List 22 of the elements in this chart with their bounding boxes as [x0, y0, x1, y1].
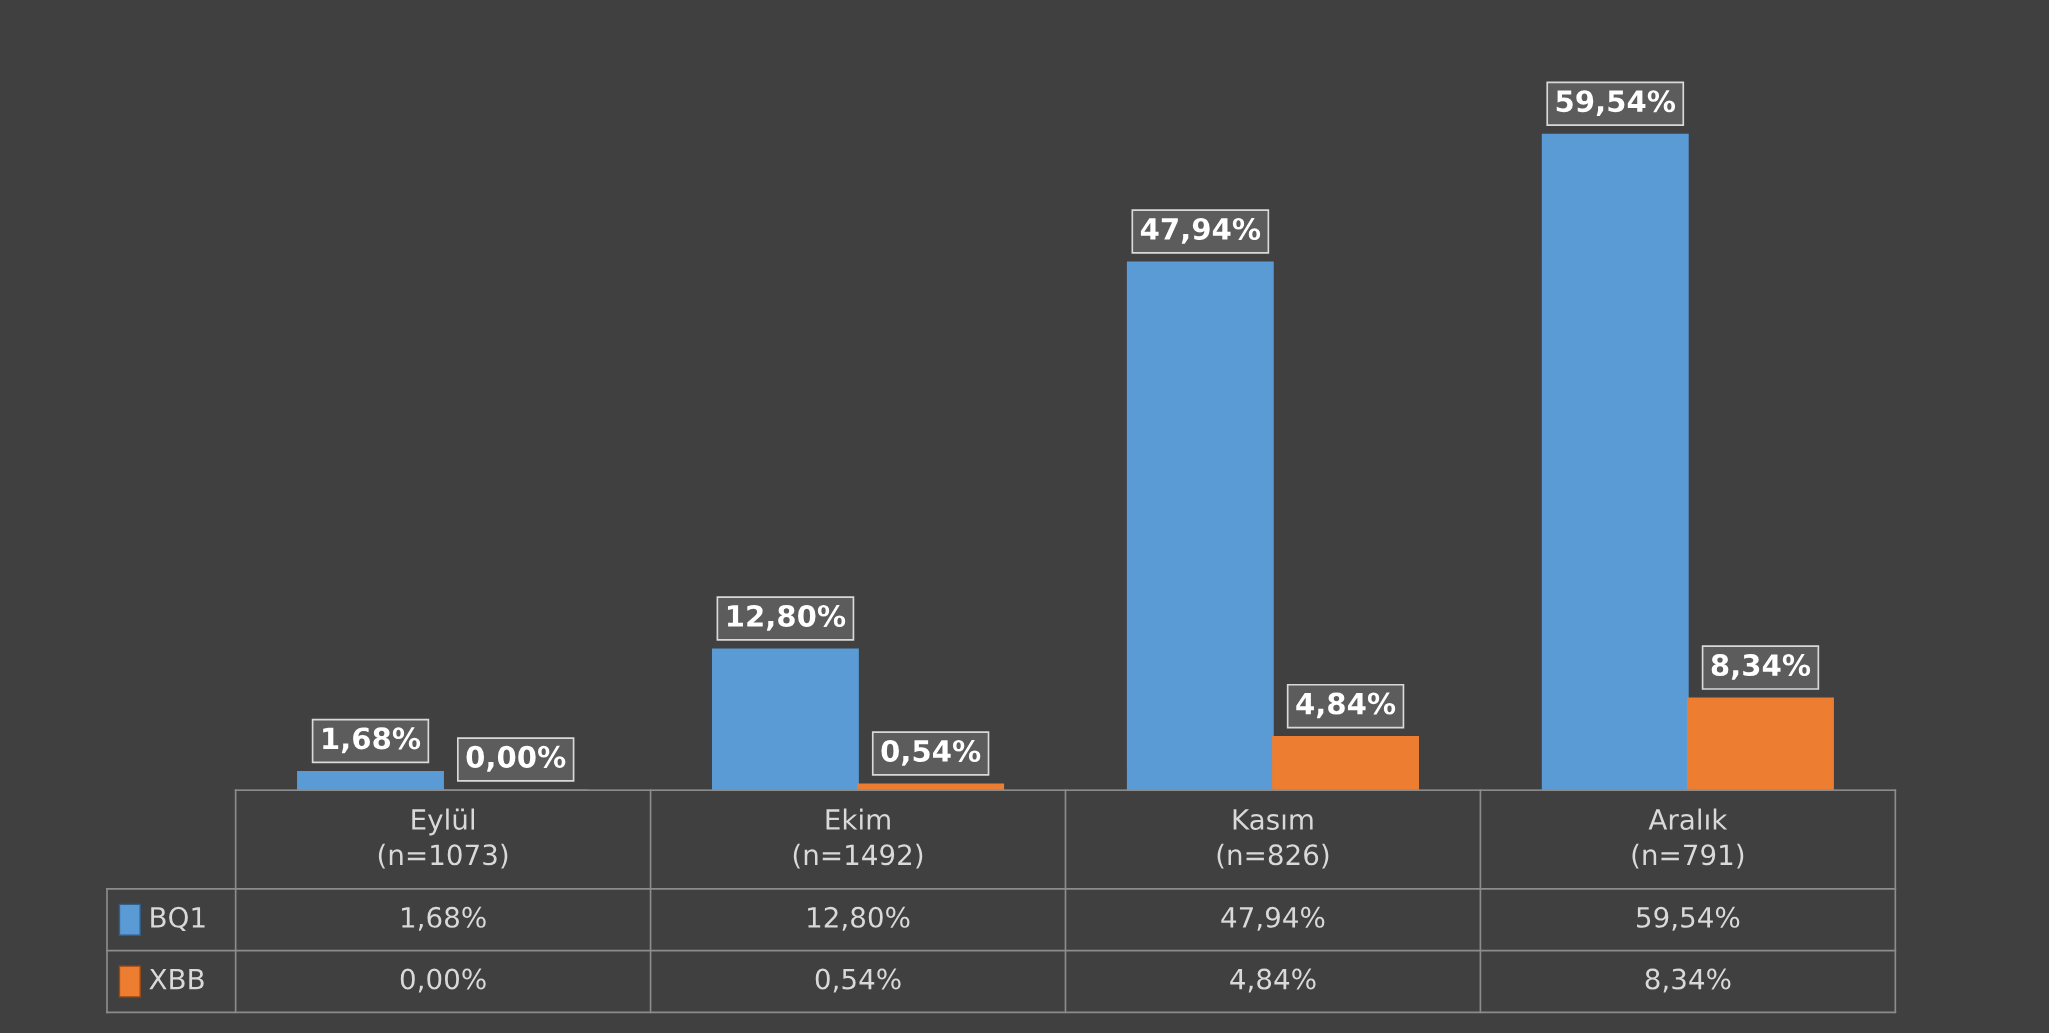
x-tick-label: Aralık (n=791) [1632, 808, 1744, 869]
text: 0,00% [466, 745, 566, 772]
x-tick-label: Kasım (n=826) [1217, 809, 1329, 869]
x-tick-label: Ekim (n=1492) [793, 808, 923, 869]
data-label: 12,80% [808, 906, 910, 931]
text: 4,84% [1296, 692, 1396, 719]
data-label: 0,54% [815, 968, 901, 993]
text: 8,34% [1711, 654, 1811, 680]
text: 47,94% [1140, 217, 1261, 244]
text: 0,54% [881, 739, 981, 766]
text: 59,54% [1556, 90, 1676, 116]
data-label: 59,54% [1637, 906, 1740, 931]
data-label: 1,68% [402, 906, 486, 931]
legend-label: BQ1 [151, 906, 205, 932]
text: 12,80% [727, 604, 846, 631]
x-tick-label: Eylül (n=1073) [378, 808, 508, 869]
legend-label: XBB [149, 968, 204, 990]
text: 1,68% [323, 727, 421, 754]
data-label: 47,94% [1221, 906, 1325, 931]
data-label: 4,84% [1230, 968, 1316, 993]
data-label: 0,00% [400, 968, 486, 993]
data-label: 8,34% [1645, 968, 1731, 993]
